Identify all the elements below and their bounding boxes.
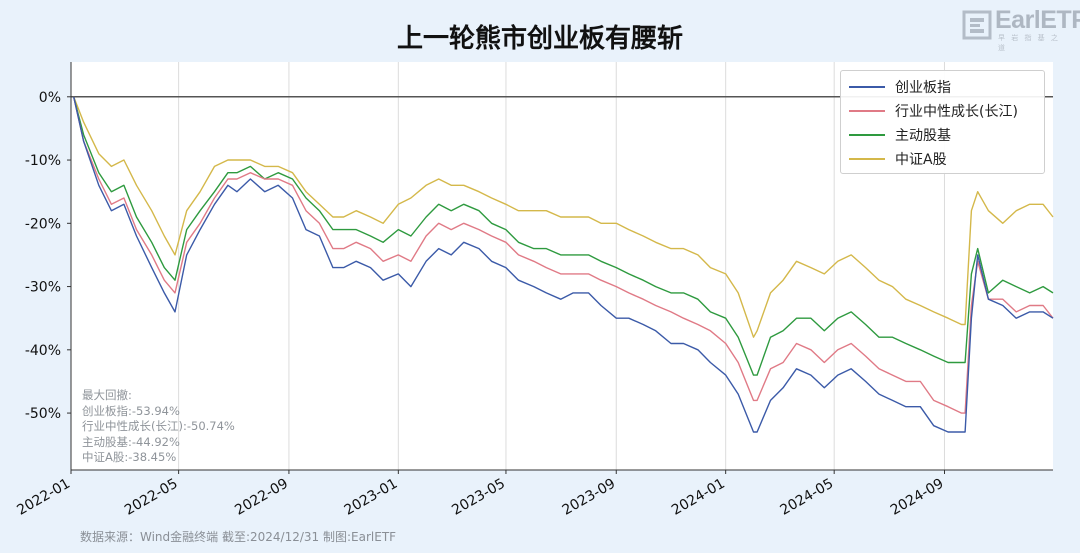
- drawdown-line: 行业中性成长(长江):-50.74%: [82, 419, 235, 433]
- drawdown-line: 中证A股:-38.45%: [82, 450, 177, 464]
- x-tick-label: 2022-05: [122, 476, 181, 519]
- x-tick-label: 2023-01: [342, 476, 401, 519]
- x-tick-label: 2022-09: [232, 476, 291, 519]
- x-tick-label: 2023-05: [449, 476, 508, 519]
- logo-text: EarlETF: [995, 6, 1080, 34]
- legend-label: 创业板指: [895, 80, 951, 96]
- x-tick-label: 2024-09: [888, 476, 947, 519]
- y-tick-label: -50%: [25, 406, 61, 422]
- x-tick-label: 2024-01: [669, 476, 728, 519]
- y-tick-label: -40%: [25, 343, 61, 359]
- series-line-1: [73, 96, 1054, 414]
- legend-item: 行业中性成长(长江): [849, 99, 1036, 123]
- y-tick-label: 0%: [39, 90, 61, 106]
- x-tick-label: 2024-05: [778, 476, 837, 519]
- data-source-note: 数据来源：Wind金融终端 截至:2024/12/31 制图:EarlETF: [80, 530, 397, 544]
- logo-mark-icon: [962, 10, 992, 40]
- legend-label: 中证A股: [895, 152, 947, 168]
- y-tick-label: -20%: [25, 216, 61, 232]
- legend-swatch: [849, 110, 885, 112]
- series-line-3: [73, 96, 1054, 338]
- x-tick-label: 2023-09: [560, 476, 619, 519]
- legend-item: 主动股基: [849, 123, 1036, 147]
- max-drawdown-annotation: 最大回撤: 创业板指:-53.94% 行业中性成长(长江):-50.74% 主动…: [82, 388, 235, 466]
- series-line-2: [73, 96, 1054, 376]
- y-tick-label: -10%: [25, 153, 61, 169]
- y-tick-label: -30%: [25, 280, 61, 296]
- drawdown-line: 创业板指:-53.94%: [82, 403, 180, 418]
- series-line-0: [73, 96, 1054, 433]
- drawdown-heading: 最大回撤:: [82, 388, 132, 402]
- legend-label: 主动股基: [895, 128, 951, 144]
- legend-swatch: [849, 86, 885, 88]
- legend-swatch: [849, 158, 885, 160]
- x-tick-label: 2022-01: [14, 476, 73, 519]
- legend-swatch: [849, 134, 885, 136]
- legend-item: 创业板指: [849, 75, 1036, 99]
- earletf-logo: EarlETF 早 岩 指 基 之 道: [962, 6, 1080, 52]
- legend-label: 行业中性成长(长江): [895, 104, 1018, 120]
- legend-item: 中证A股: [849, 147, 1036, 171]
- chart-legend: 创业板指 行业中性成长(长江) 主动股基 中证A股: [840, 70, 1045, 174]
- logo-subtext: 早 岩 指 基 之 道: [998, 34, 1060, 52]
- drawdown-line: 主动股基:-44.92%: [82, 434, 180, 449]
- chart-title: 上一轮熊市创业板有腰斩: [396, 24, 683, 54]
